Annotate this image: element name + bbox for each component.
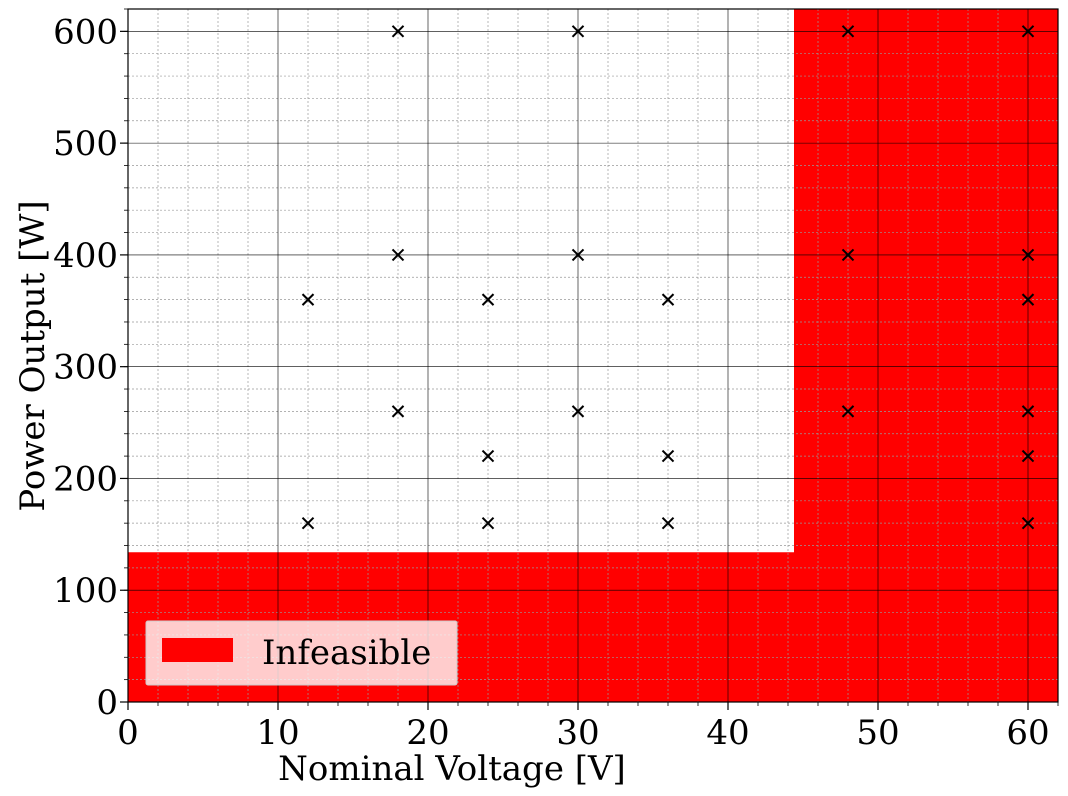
y-tick-labels: 0 100 200 300 400 500 600 bbox=[53, 12, 118, 723]
marker-stroke bbox=[1021, 449, 1035, 463]
data-point-marker bbox=[1021, 248, 1035, 262]
data-point-marker bbox=[571, 25, 585, 38]
marker-stroke bbox=[1021, 248, 1035, 262]
y-tick-label: 100 bbox=[53, 571, 118, 611]
infeasible-region bbox=[128, 9, 1058, 702]
x-tick-label: 10 bbox=[256, 713, 299, 753]
marker-stroke bbox=[571, 25, 585, 38]
marker-stroke bbox=[1021, 25, 1035, 38]
x-tick-labels: 0 10 20 30 40 50 60 bbox=[117, 713, 1049, 753]
marker-stroke bbox=[661, 516, 675, 530]
marker-stroke bbox=[391, 405, 405, 418]
legend-box bbox=[145, 620, 458, 686]
data-point-marker bbox=[391, 405, 405, 418]
y-tick-label: 300 bbox=[53, 348, 118, 388]
data-point-marker bbox=[1021, 405, 1035, 418]
infeasible-region-layer bbox=[128, 9, 1058, 702]
data-point-marker bbox=[301, 293, 315, 306]
x-axis-label: Nominal Voltage [V] bbox=[278, 749, 626, 789]
legend-label-infeasible: Infeasible bbox=[262, 633, 431, 673]
legend-swatch-infeasible bbox=[162, 638, 233, 662]
legend: Infeasible bbox=[145, 620, 458, 686]
marker-stroke bbox=[481, 293, 495, 306]
marker-stroke bbox=[1021, 405, 1035, 418]
x-tick-label: 30 bbox=[556, 713, 599, 753]
marker-stroke bbox=[661, 449, 675, 463]
data-point-marker bbox=[661, 449, 675, 463]
marker-stroke bbox=[301, 293, 315, 306]
data-point-marker bbox=[841, 248, 855, 262]
marker-stroke bbox=[391, 248, 405, 262]
marker-stroke bbox=[841, 25, 855, 38]
y-tick-label: 0 bbox=[96, 683, 118, 723]
y-tick-label: 200 bbox=[53, 459, 118, 499]
y-tick-label: 400 bbox=[53, 236, 118, 276]
marker-stroke bbox=[391, 25, 405, 38]
data-point-marker bbox=[391, 25, 405, 38]
marker-stroke bbox=[841, 248, 855, 262]
y-axis-label: Power Output [W] bbox=[13, 200, 53, 511]
x-tick-label: 40 bbox=[706, 713, 749, 753]
marker-stroke bbox=[1021, 293, 1035, 306]
marker-stroke bbox=[661, 293, 675, 306]
y-tick-label: 500 bbox=[53, 124, 118, 164]
data-point-marker bbox=[1021, 25, 1035, 38]
marker-stroke bbox=[301, 516, 315, 530]
marker-stroke bbox=[481, 516, 495, 530]
data-point-marker bbox=[1021, 293, 1035, 306]
data-point-marker bbox=[841, 405, 855, 418]
marker-stroke bbox=[481, 449, 495, 463]
marker-stroke bbox=[571, 405, 585, 418]
data-point-marker bbox=[1021, 516, 1035, 530]
plot-frame bbox=[127, 8, 1059, 703]
data-point-marker bbox=[841, 25, 855, 38]
data-point-marker bbox=[391, 248, 405, 262]
data-point-marker bbox=[571, 405, 585, 418]
data-point-marker bbox=[571, 248, 585, 262]
y-tick-label: 600 bbox=[53, 12, 118, 52]
data-point-marker bbox=[301, 516, 315, 530]
marker-stroke bbox=[571, 248, 585, 262]
data-point-marker bbox=[481, 516, 495, 530]
data-point-marker bbox=[661, 293, 675, 306]
marker-stroke bbox=[1021, 516, 1035, 530]
x-tick-label: 0 bbox=[117, 713, 139, 753]
axis-ticks bbox=[120, 8, 1059, 710]
x-tick-label: 60 bbox=[1006, 713, 1049, 753]
data-point-marker bbox=[1021, 449, 1035, 463]
marker-stroke bbox=[841, 405, 855, 418]
data-point-marker bbox=[661, 516, 675, 530]
x-tick-label: 50 bbox=[856, 713, 899, 753]
data-points bbox=[301, 25, 1035, 530]
data-point-marker bbox=[481, 293, 495, 306]
x-tick-label: 20 bbox=[406, 713, 449, 753]
data-point-marker bbox=[481, 449, 495, 463]
